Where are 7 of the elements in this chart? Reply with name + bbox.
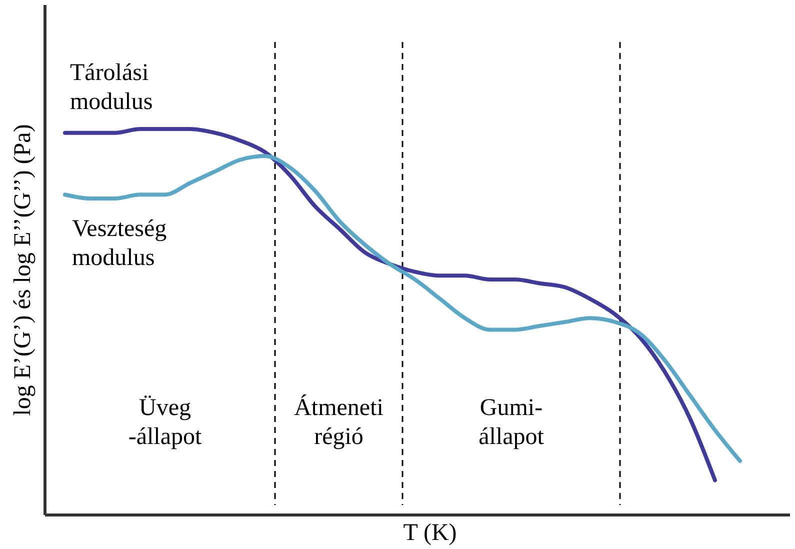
series-label: Veszteség modulus [72,216,167,271]
annotation: Átmeneti régió [294,394,384,450]
x-axis-title: T (K) [403,520,457,546]
annotation: Gumi- állapot [478,395,544,450]
annotation: Üveg -állapot [128,395,202,450]
y-axis-title: log E’(G’) és log E’’(G’’) (Pa) [10,124,36,416]
series-label: Tárolási modulus [70,60,153,115]
